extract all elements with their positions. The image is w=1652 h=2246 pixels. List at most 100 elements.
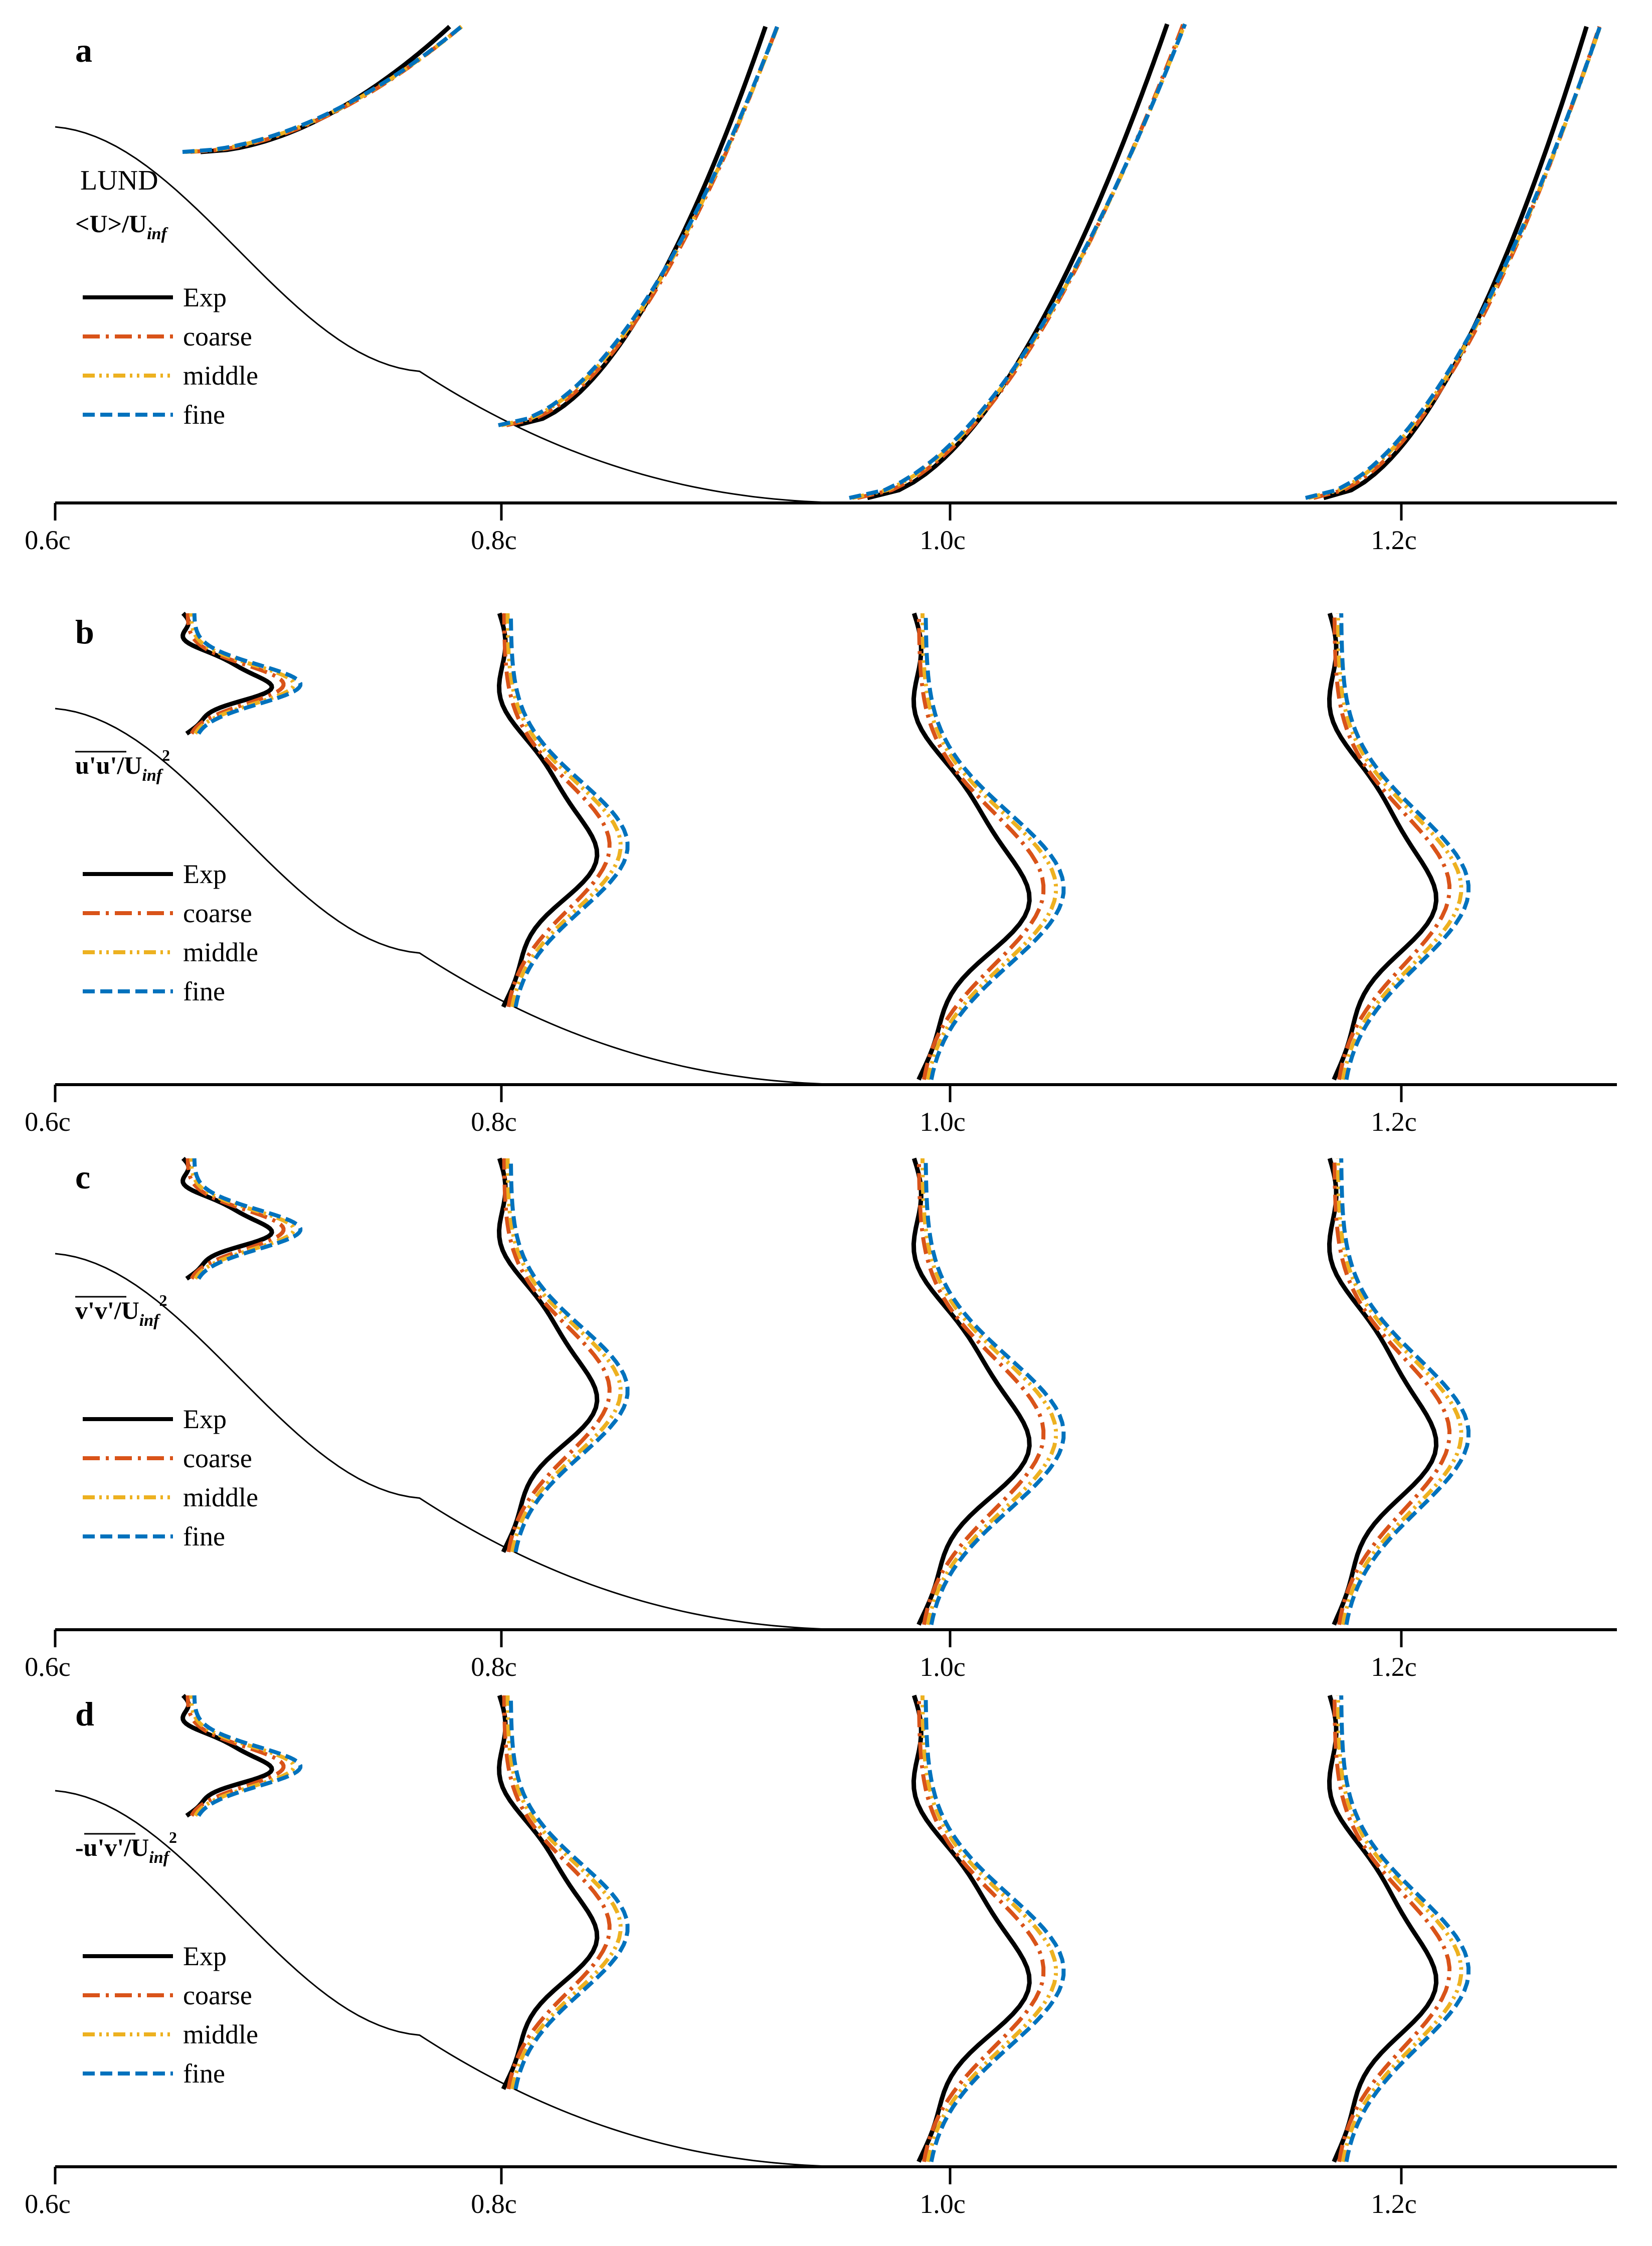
profile-fine <box>924 1158 1066 1625</box>
profile-station-3 <box>849 23 1187 500</box>
profile-Exp <box>1323 26 1589 500</box>
profile-station-4 <box>1327 1694 1471 2163</box>
profile-middle <box>505 613 623 1007</box>
x-tick-label: 0.8c <box>471 1107 516 1137</box>
profile-coarse <box>1332 1695 1451 2162</box>
panel-letter: c <box>75 1158 90 1196</box>
profile-fine <box>498 26 779 427</box>
profile-station-2 <box>497 1157 630 1553</box>
legend-label-middle: middle <box>183 361 258 391</box>
profile-fine <box>1339 613 1471 1080</box>
legend-label-middle: middle <box>183 937 258 967</box>
profile-station-4 <box>1305 26 1602 500</box>
profile-coarse <box>1313 26 1601 500</box>
profile-middle <box>852 23 1187 500</box>
quantity-label: v'v'/Uinf2 <box>75 1291 167 1330</box>
profile-coarse <box>502 613 612 1007</box>
hill-surface <box>55 1253 865 1631</box>
legend-label-Exp: Exp <box>183 1404 227 1434</box>
x-tick-label: 1.0c <box>920 525 965 555</box>
x-tick-label: 1.0c <box>920 1107 965 1137</box>
legend-label-fine: fine <box>183 1521 225 1551</box>
profile-Exp <box>180 1693 274 1818</box>
profile-coarse <box>502 1158 612 1552</box>
quantity-label: u'u'/Uinf2 <box>75 746 170 785</box>
legend-label-middle: middle <box>183 2019 258 2049</box>
profile-Exp <box>200 25 451 154</box>
legend-label-Exp: Exp <box>183 859 227 889</box>
profile-middle <box>185 25 463 154</box>
x-tick-label: 0.6c <box>25 525 70 555</box>
profile-Exp <box>1327 1157 1439 1626</box>
x-tick-label: 0.6c <box>25 2189 70 2219</box>
profile-station-4 <box>1327 612 1471 1081</box>
profile-coarse <box>916 1695 1046 2162</box>
profile-coarse <box>1332 613 1451 1080</box>
profile-middle <box>505 1158 623 1552</box>
profile-fine <box>849 23 1187 500</box>
profile-coarse <box>186 1695 286 1817</box>
quantity-label: -u'v'/Uinf2 <box>75 1828 177 1867</box>
x-tick-label: 0.6c <box>25 1107 70 1137</box>
panel-letter: b <box>75 613 94 651</box>
profile-Exp <box>911 1694 1032 2163</box>
profile-coarse <box>186 613 286 735</box>
profile-station-2 <box>497 612 630 1008</box>
profile-station-1 <box>180 611 303 736</box>
x-tick-label: 0.8c <box>471 525 516 555</box>
profile-fine <box>508 1158 630 1552</box>
x-tick-label: 0.8c <box>471 1652 516 1682</box>
profile-middle <box>921 613 1058 1080</box>
dataset-label: LUND <box>80 165 158 196</box>
profile-station-2 <box>497 1694 630 2090</box>
profile-Exp <box>911 1157 1032 1626</box>
legend-label-middle: middle <box>183 1482 258 1512</box>
quantity-label: <U>/Uinf <box>75 210 168 243</box>
profile-fine <box>924 613 1066 1080</box>
legend-label-coarse: coarse <box>183 1980 252 2010</box>
profile-station-1 <box>180 1156 303 1281</box>
panel-b: 0.6c 0.8c 1.0c 1.2c b u'u'/Uinf2 Exp coarse midd… <box>25 611 1617 1137</box>
profile-coarse <box>502 1695 612 2090</box>
profile-fine <box>192 1158 303 1280</box>
profile-Exp <box>180 611 274 736</box>
legend-label-Exp: Exp <box>183 282 227 312</box>
profile-station-1 <box>182 25 463 154</box>
profile-middle <box>921 1695 1058 2162</box>
profile-fine <box>1305 26 1602 500</box>
profile-fine <box>192 1695 303 1817</box>
profile-coarse <box>916 1158 1046 1625</box>
profile-middle <box>189 1695 296 1817</box>
profile-Exp <box>1327 1694 1439 2163</box>
legend-label-fine: fine <box>183 976 225 1006</box>
x-tick-label: 1.2c <box>1371 1107 1416 1137</box>
x-tick-label: 0.8c <box>471 2189 516 2219</box>
hill-surface <box>55 708 865 1086</box>
legend-label-coarse: coarse <box>183 321 252 352</box>
profile-station-1 <box>180 1693 303 1818</box>
profile-station-3 <box>911 1694 1066 2163</box>
profile-station-4 <box>1327 1157 1471 1626</box>
profile-Exp <box>497 612 600 1008</box>
profile-fine <box>182 25 463 154</box>
x-tick-label: 1.2c <box>1371 1652 1416 1682</box>
profile-middle <box>1308 26 1602 500</box>
x-tick-label: 0.6c <box>25 1652 70 1682</box>
panel-c: 0.6c 0.8c 1.0c 1.2c c v'v'/Uinf2 Exp coarse midd… <box>25 1156 1617 1682</box>
profile-fine <box>508 1695 630 2090</box>
panel-letter: a <box>75 31 92 69</box>
profile-station-3 <box>911 1157 1066 1626</box>
profile-fine <box>508 613 630 1007</box>
profile-coarse <box>186 1158 286 1280</box>
profile-middle <box>505 1695 623 2090</box>
panel-letter: d <box>75 1695 94 1733</box>
profile-Exp <box>497 1157 600 1553</box>
legend-label-Exp: Exp <box>183 1941 227 1971</box>
x-tick-label: 1.0c <box>920 2189 965 2219</box>
profile-Exp <box>515 26 768 428</box>
profile-middle <box>1336 1158 1463 1625</box>
profile-coarse <box>506 26 779 427</box>
profile-coarse <box>190 25 463 154</box>
profile-Exp <box>180 1156 274 1281</box>
